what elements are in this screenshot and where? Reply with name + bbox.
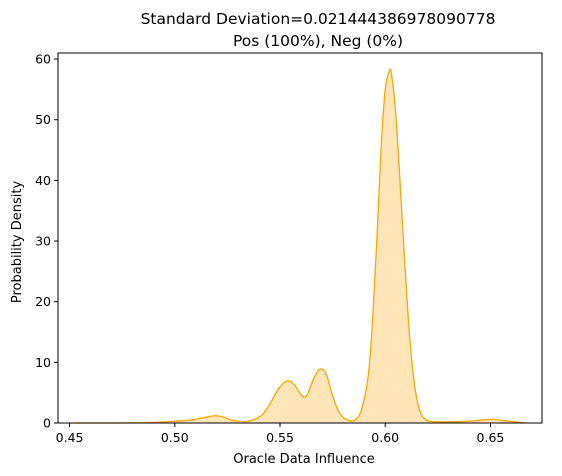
y-axis-label: Probability Density: [10, 181, 25, 304]
x-ticks: 0.45 0.50 0.55 0.60 0.65: [56, 423, 505, 445]
y-tick-label: 30: [35, 234, 51, 249]
density-area-layer: [75, 68, 527, 424]
y-tick-label: 20: [35, 294, 51, 309]
x-tick-label: 0.60: [371, 430, 399, 445]
plot-background: [58, 53, 542, 423]
x-tick-label: 0.55: [266, 430, 294, 445]
axes-frame: [57, 52, 543, 424]
axes: [57, 52, 543, 424]
plot-area: [58, 53, 542, 423]
chart-title-line-2: Pos (100%), Neg (0%): [233, 32, 403, 50]
x-tick-label: 0.50: [161, 430, 189, 445]
y-tick-label: 50: [35, 112, 51, 127]
x-axis-label: Oracle Data Influence: [233, 452, 375, 467]
y-tick-label: 60: [35, 52, 51, 67]
y-tick-label: 40: [35, 173, 51, 188]
y-ticks: 0 10 20 30 40 50 60: [35, 52, 58, 431]
x-tick-label: 0.65: [477, 430, 505, 445]
x-tick-label: 0.45: [56, 430, 84, 445]
density-line: [75, 68, 527, 424]
y-tick-label: 0: [43, 416, 51, 431]
y-tick-label: 10: [35, 355, 51, 370]
chart-title-line-1: Standard Deviation=0.021444386978090778: [141, 10, 496, 28]
